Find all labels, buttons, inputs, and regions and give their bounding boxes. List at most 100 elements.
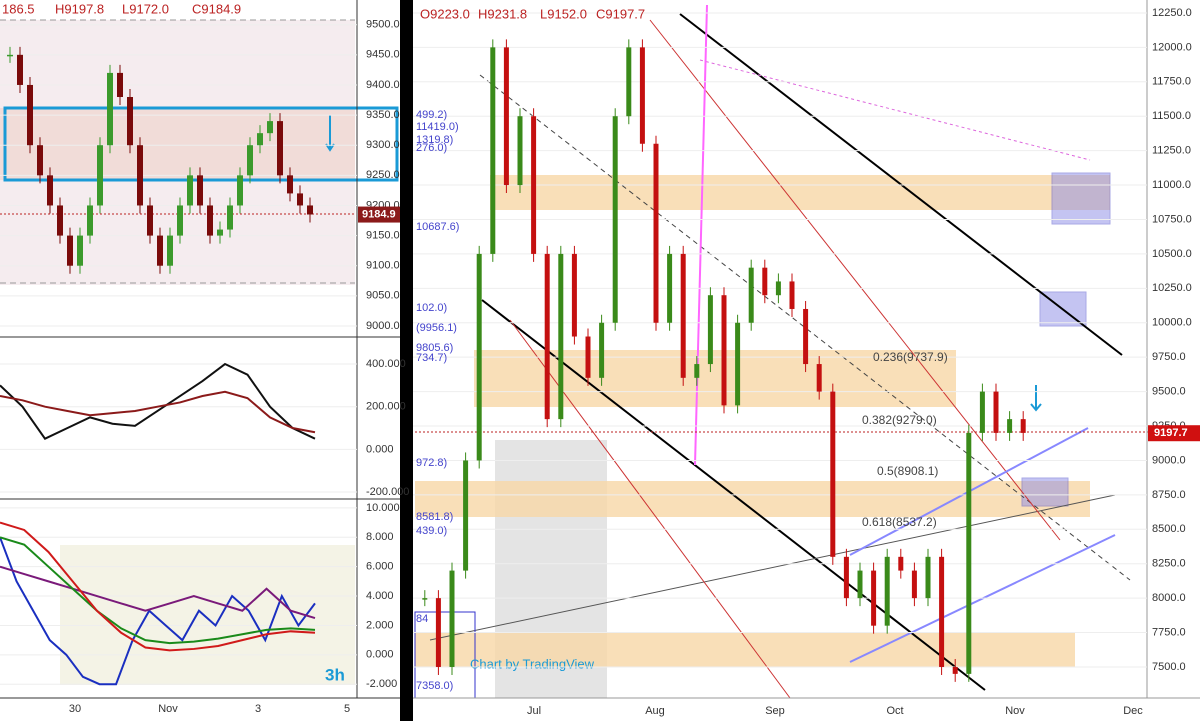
y-tick-label: 10500.0 [1152, 248, 1192, 260]
candle [966, 432, 972, 674]
level-label: 1319.8) [416, 134, 453, 146]
candle [585, 336, 591, 378]
y-tick-label: 8000.0 [1152, 592, 1186, 604]
y-tick-label: 9250.0 [366, 169, 400, 181]
candle [517, 116, 523, 186]
candle [297, 193, 303, 206]
y-tick-label: 400.000 [366, 358, 406, 370]
y-tick-label: 7500.0 [1152, 661, 1186, 673]
fib-label: 0.236(9737.9) [873, 350, 948, 364]
trend-line [649, 19, 1061, 541]
x-tick-label: Dec [1123, 705, 1143, 717]
indicator-line [0, 362, 316, 440]
candle [911, 570, 917, 599]
level-label: 8581.8) [416, 511, 453, 523]
candle [257, 133, 263, 146]
candle [503, 47, 509, 186]
y-tick-label: 9500.0 [366, 19, 400, 31]
price-tag-label: 9184.9 [362, 208, 396, 220]
candle [939, 556, 945, 667]
candle [287, 175, 293, 194]
y-tick-label: 9000.0 [1152, 454, 1186, 466]
candle [137, 145, 143, 206]
candle [612, 116, 618, 323]
y-tick-label: 9400.0 [366, 79, 400, 91]
candle [830, 391, 836, 557]
indicator-line [0, 521, 316, 652]
y-tick-label: 10750.0 [1152, 213, 1192, 225]
level-label: 972.8) [416, 457, 447, 469]
timeframe-badge: 3h [325, 665, 345, 684]
arrow [1030, 385, 1042, 412]
divider [400, 0, 413, 721]
candle [1007, 419, 1013, 433]
candle [803, 308, 809, 365]
candle [77, 235, 83, 266]
candle [197, 175, 203, 206]
y-tick-label: -200.000 [366, 486, 409, 498]
y-tick-label: 12000.0 [1152, 41, 1192, 53]
ohlc: H9231.8 [478, 6, 527, 21]
trend-line [429, 494, 1116, 641]
x-tick-label: Nov [158, 703, 178, 715]
candle [762, 267, 768, 296]
watermark: Chart by TradingView [470, 656, 595, 671]
candle [694, 364, 700, 378]
candle [47, 175, 53, 206]
candle [147, 205, 153, 236]
candle [227, 205, 233, 230]
candle [558, 253, 564, 420]
y-tick-label: 8750.0 [1152, 489, 1186, 501]
level-label: 499.2) [416, 109, 447, 121]
candle [435, 598, 441, 667]
level-label: 10687.6) [416, 221, 459, 233]
candle [857, 570, 863, 599]
candle [707, 295, 713, 365]
zone [490, 175, 1110, 210]
candle [993, 391, 999, 433]
candle [67, 235, 73, 266]
candle [680, 253, 686, 378]
ohlc: C9184.9 [192, 1, 241, 16]
candle [843, 556, 849, 599]
candle [898, 556, 904, 571]
candle [127, 97, 133, 146]
level-label: 102.0) [416, 302, 447, 314]
candle [7, 54, 13, 57]
y-tick-label: 9150.0 [366, 229, 400, 241]
y-tick-label: 0.000 [366, 443, 394, 455]
candle [721, 295, 727, 406]
ohlc: C9197.7 [596, 6, 645, 21]
candle [207, 205, 213, 236]
candle [237, 175, 243, 206]
candle [871, 570, 877, 626]
y-tick-label: 8500.0 [1152, 523, 1186, 535]
level-label: 7358.0) [416, 680, 453, 692]
y-tick-label: 11750.0 [1152, 76, 1191, 88]
candle [107, 72, 113, 146]
ohlc: L9152.0 [540, 6, 587, 21]
zone [415, 481, 1090, 517]
y-tick-label: 11250.0 [1152, 145, 1191, 157]
y-tick-label: 8.000 [366, 531, 394, 543]
candle [97, 145, 103, 206]
candle [667, 253, 673, 323]
y-tick-label: 9500.0 [1152, 386, 1186, 398]
candle [476, 253, 482, 461]
candle [735, 322, 741, 406]
candle [87, 205, 93, 236]
fib-label: 0.618(8537.2) [862, 515, 937, 529]
level-label: 9805.6) [416, 342, 453, 354]
fib-label: 0.382(9279.0) [862, 413, 937, 427]
y-tick-label: 9300.0 [366, 139, 400, 151]
y-tick-label: 11000.0 [1152, 179, 1191, 191]
level-label: 11419.0) [416, 121, 459, 133]
y-tick-label: 4.000 [366, 590, 394, 602]
ohlc: O9223.0 [420, 6, 470, 21]
level-label: 84 [416, 613, 428, 625]
indicator-line [0, 565, 316, 620]
candle [177, 205, 183, 236]
fib-label: 0.5(8908.1) [877, 464, 938, 478]
